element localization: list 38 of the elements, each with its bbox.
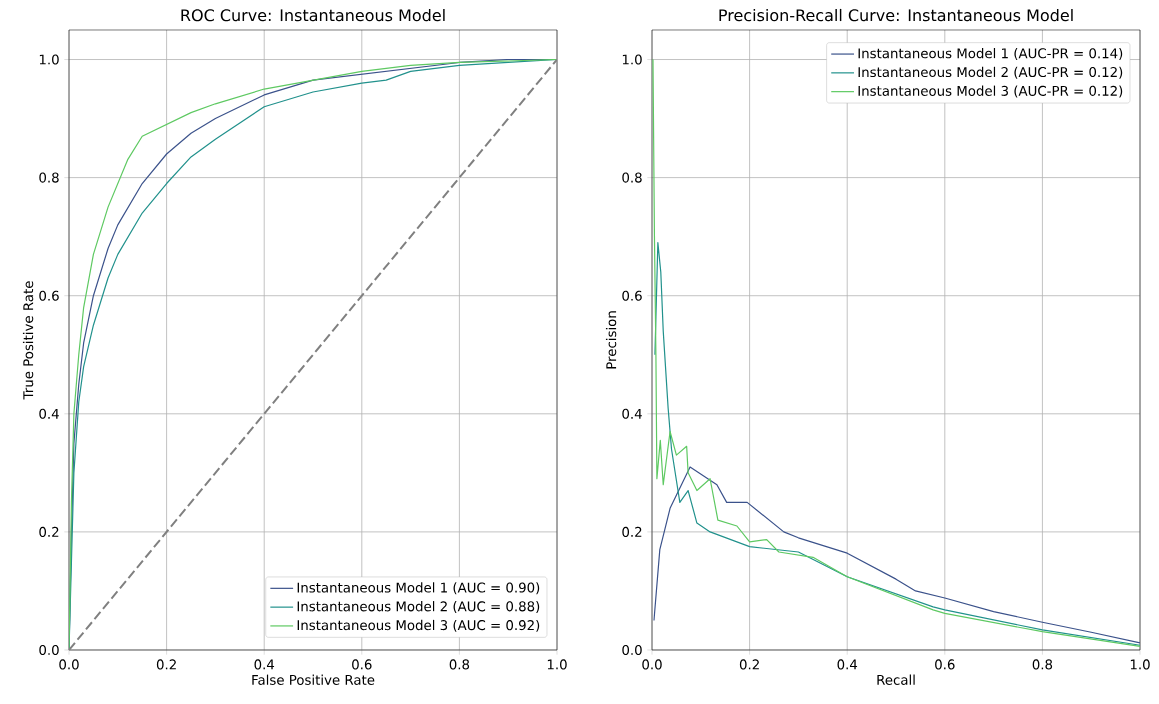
legend-label: Instantaneous Model 1 (AUC = 0.90) [297, 582, 540, 595]
chart-title: ROC Curve: Instantaneous Model [181, 8, 445, 22]
y-tick-label: 0.6 [39, 290, 59, 301]
x-tick-label: 0.0 [59, 659, 79, 670]
line-series [653, 466, 1141, 644]
y-tick-label: 0.4 [622, 408, 642, 419]
x-tick-label: 1.0 [1130, 659, 1150, 670]
x-tick-label: 1.0 [547, 659, 567, 670]
legend-label: Instantaneous Model 3 (AUC-PR = 0.12) [858, 85, 1123, 98]
legend-label: Instantaneous Model 2 (AUC = 0.88) [297, 601, 540, 613]
chart-title: Precision-Recall Curve: Instantaneous Model [719, 8, 1073, 22]
legend-label: Instantaneous Model 3 (AUC = 0.92) [297, 619, 540, 632]
x-tick-label: 0.8 [1032, 659, 1053, 670]
x-tick-label: 0.4 [837, 659, 858, 670]
x-tick-label: 0.8 [449, 659, 470, 670]
x-tick-label: 0.6 [352, 659, 372, 670]
y-tick-label: 0.0 [622, 644, 642, 656]
legend-label: Instantaneous Model 1 (AUC-PR = 0.14) [858, 47, 1123, 60]
x-tick-label: 0.4 [254, 659, 275, 670]
y-tick-label: 0.6 [622, 290, 642, 301]
x-tick-label: 0.2 [156, 659, 176, 670]
y-tick-label: 0.4 [39, 408, 59, 419]
legend-label: Instantaneous Model 2 (AUC-PR = 0.12) [858, 66, 1123, 79]
y-tick-label: 0.2 [622, 526, 642, 537]
y-tick-label: 1.0 [622, 54, 642, 65]
x-axis-title: False Positive Rate [252, 674, 375, 685]
y-axis-title: Precision [605, 311, 617, 369]
x-tick-label: 0.0 [642, 659, 662, 670]
y-tick-label: 0.0 [39, 644, 59, 656]
x-tick-label: 0.2 [739, 659, 759, 670]
y-tick-label: 0.8 [622, 172, 642, 183]
x-tick-label: 0.6 [935, 659, 955, 670]
y-axis-title: True Positive Rate [22, 281, 34, 400]
y-tick-label: 0.2 [39, 526, 59, 537]
x-axis-title: Recall [877, 674, 915, 685]
line-series [654, 241, 1141, 646]
y-tick-label: 1.0 [39, 54, 59, 65]
y-tick-label: 0.8 [39, 172, 59, 183]
